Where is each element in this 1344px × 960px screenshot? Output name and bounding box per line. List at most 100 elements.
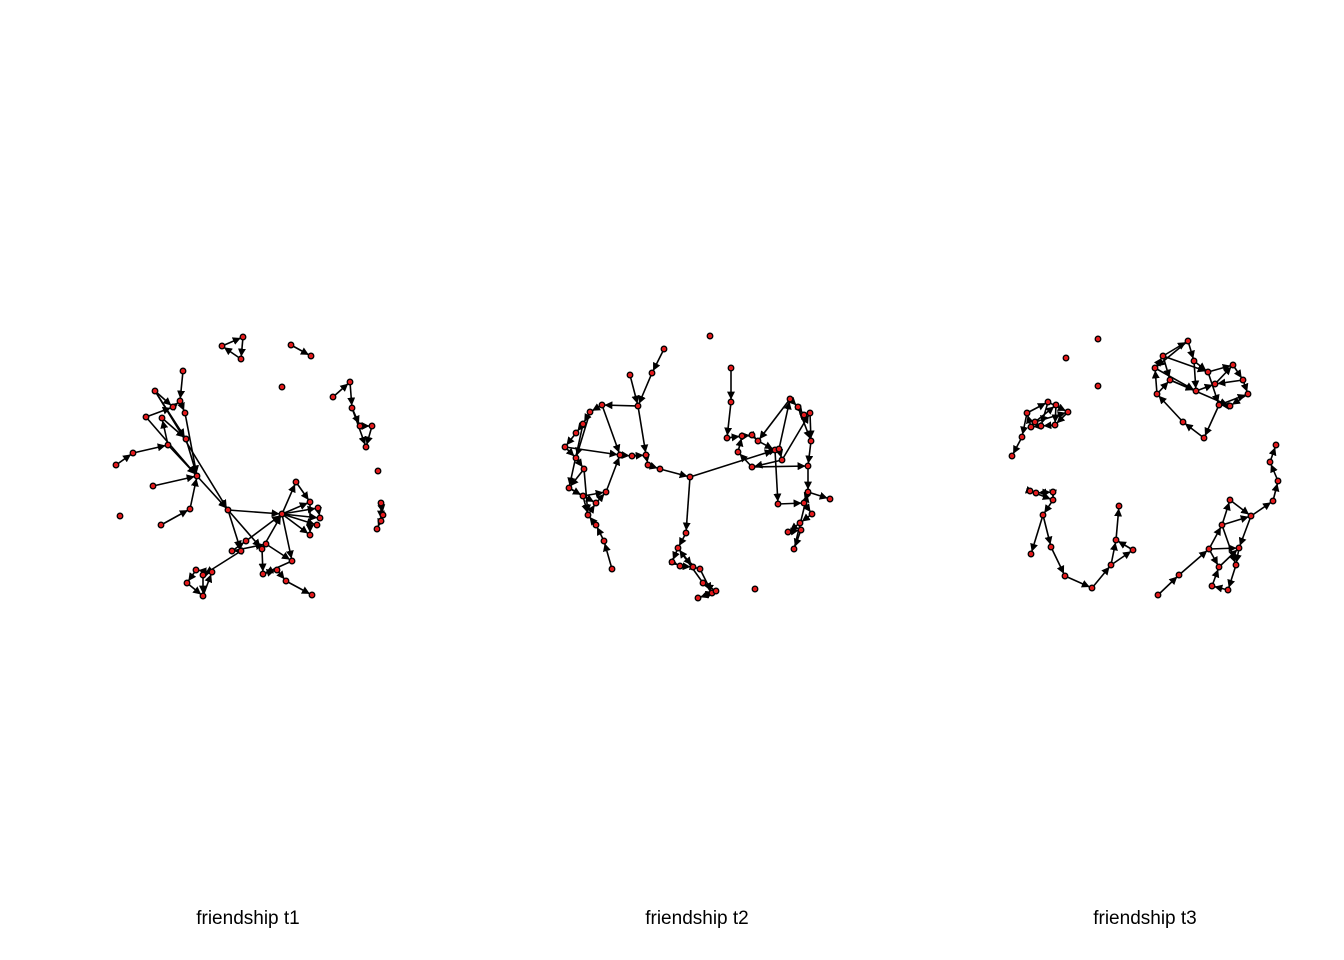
node [784, 528, 792, 536]
node [1226, 496, 1234, 504]
node [158, 414, 166, 422]
node [1051, 421, 1059, 429]
edge [601, 401, 639, 410]
node [1244, 390, 1252, 398]
node [734, 448, 742, 456]
edge [196, 475, 229, 511]
node [712, 587, 720, 595]
network-panel-t2 [561, 332, 834, 602]
node [181, 409, 189, 417]
node [1061, 572, 1069, 580]
node [565, 484, 573, 492]
node [579, 492, 587, 500]
node [800, 411, 808, 419]
node [129, 449, 137, 457]
node [1232, 561, 1240, 569]
node [592, 499, 600, 507]
edge [582, 489, 607, 498]
node [1211, 380, 1219, 388]
node [804, 488, 812, 496]
node [1184, 337, 1192, 345]
node [179, 367, 187, 375]
edge [1208, 524, 1223, 550]
edge [601, 404, 621, 456]
node [804, 462, 812, 470]
node [356, 422, 364, 430]
edge [603, 540, 613, 570]
edge [115, 452, 134, 466]
node [237, 547, 245, 555]
node [1218, 521, 1226, 529]
node [1154, 591, 1162, 599]
node [313, 521, 321, 529]
node [1190, 357, 1198, 365]
node [1031, 418, 1039, 426]
node [602, 488, 610, 496]
edge [659, 468, 691, 479]
node [660, 345, 668, 353]
edge [281, 501, 311, 515]
network-panel-t1 [112, 333, 387, 600]
edge [757, 398, 791, 442]
edge [781, 412, 811, 461]
edge [751, 462, 809, 471]
node [228, 547, 236, 555]
edge [281, 512, 321, 521]
node [786, 395, 794, 403]
node [561, 443, 569, 451]
edge [583, 468, 592, 516]
node [1049, 496, 1057, 504]
node [278, 383, 286, 391]
edge [1207, 363, 1234, 373]
node [1044, 398, 1052, 406]
node [262, 540, 270, 548]
node [642, 451, 650, 459]
edge [637, 372, 653, 407]
node [292, 478, 300, 486]
edge [1151, 367, 1160, 395]
node [694, 594, 702, 602]
node [727, 364, 735, 372]
node [754, 437, 762, 445]
edge [651, 348, 665, 374]
edge [365, 425, 373, 448]
node [796, 519, 804, 527]
edge [1169, 379, 1231, 407]
edge [177, 370, 186, 402]
node [1064, 408, 1072, 416]
node [218, 342, 226, 350]
edge [1154, 367, 1197, 392]
edge [1238, 515, 1252, 549]
node [689, 563, 697, 571]
edge [1221, 524, 1237, 566]
node [377, 517, 385, 525]
edge [265, 543, 293, 562]
edge [189, 475, 199, 510]
edge [1020, 412, 1029, 438]
node [1018, 433, 1026, 441]
node [314, 504, 322, 512]
node [1208, 582, 1216, 590]
node [176, 397, 184, 405]
edge [1011, 436, 1023, 457]
node [208, 568, 216, 576]
edge [227, 509, 283, 518]
node [1049, 488, 1057, 496]
node [628, 452, 636, 460]
node [706, 332, 714, 340]
node [1274, 477, 1282, 485]
node [1272, 441, 1280, 449]
node [282, 577, 290, 585]
node [686, 473, 694, 481]
edge [154, 390, 229, 511]
node [142, 413, 150, 421]
node [1269, 497, 1277, 505]
node [1229, 361, 1237, 369]
edge [1227, 564, 1237, 591]
node [1179, 418, 1187, 426]
node [348, 404, 356, 412]
node [586, 408, 594, 416]
edge [1026, 401, 1049, 414]
node [1205, 545, 1213, 553]
